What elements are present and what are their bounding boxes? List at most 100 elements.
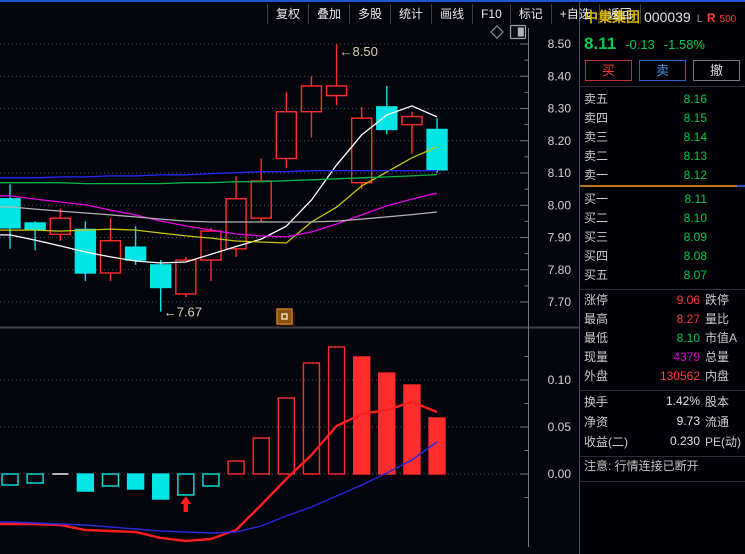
stat-value: 8.27 <box>676 311 700 326</box>
order-book-row[interactable]: 卖二 8.13 <box>584 146 741 165</box>
stat-row: 最低 8.10 市值A <box>584 328 741 347</box>
candle <box>250 158 272 222</box>
toolbar-button-overlay[interactable]: 叠加 <box>309 4 351 24</box>
candle <box>24 221 46 251</box>
candle <box>350 106 373 190</box>
cancel-order-button[interactable]: 撤 <box>693 60 740 81</box>
candle-body-up <box>49 217 71 235</box>
candle-body-down <box>24 222 46 231</box>
stat-row: 外盘 130562 内盘 <box>584 366 741 385</box>
y-axis-label: 0.05 <box>548 420 572 434</box>
order-level-price: 8.10 <box>683 210 707 225</box>
macd-bar <box>101 473 120 487</box>
trade-buttons: 买 卖 撤 <box>584 60 741 81</box>
order-book-row[interactable]: 买五 8.07 <box>584 265 741 284</box>
price-row: 8.11 -0.13 -1.58% <box>584 34 741 54</box>
candle <box>325 44 348 106</box>
sell-button[interactable]: 卖 <box>639 60 686 81</box>
last-price: 8.11 <box>584 34 617 53</box>
toolbar-button-add-watch[interactable]: +自选 <box>552 4 600 24</box>
order-book-row[interactable]: 买三 8.09 <box>584 227 741 246</box>
order-level-price: 8.16 <box>683 91 707 106</box>
candle-body-up <box>225 198 247 250</box>
up-arrow-marker <box>180 496 192 512</box>
indicator-tool-icon-inner <box>281 313 288 320</box>
stat-label-2: 总量 <box>705 350 730 364</box>
order-book-row[interactable]: 卖三 8.14 <box>584 127 741 146</box>
candle <box>300 76 323 138</box>
stock-chart-canvas[interactable]: ←8.50 ←7.67 8.50 8.40 8.30 8.20 8.10 8.00 7.90 7.… <box>0 0 579 554</box>
order-level-price: 8.13 <box>683 148 707 163</box>
order-level-label: 卖二 <box>584 149 609 163</box>
macd-bar <box>327 346 346 475</box>
stat-label-2: 量比 <box>705 312 730 326</box>
stat-value: 4379 <box>673 349 700 364</box>
y-axis-label: 7.70 <box>548 295 572 309</box>
toolbar-button-f10[interactable]: F10 <box>473 4 511 24</box>
stat-value: 0.230 <box>669 434 700 448</box>
stat-label: 换手 <box>584 394 609 409</box>
stat-value: 1.42% <box>665 394 700 408</box>
panel-divider <box>580 289 745 290</box>
order-book-row[interactable]: 卖五 8.16 <box>584 89 741 108</box>
toolbar-button-fuquan[interactable]: 复权 <box>267 4 310 24</box>
ma-line-green <box>0 173 438 185</box>
candle <box>401 111 423 154</box>
order-book-row[interactable]: 买一 8.11 <box>584 189 741 208</box>
candle-body-down <box>376 106 398 131</box>
toolbar-button-back[interactable]: 返回 <box>600 4 641 24</box>
buy-button[interactable]: 买 <box>585 60 632 81</box>
y-axis-label: 8.10 <box>548 166 572 180</box>
order-level-label: 买五 <box>584 268 609 282</box>
candle-body-down <box>426 128 448 171</box>
order-book-row[interactable]: 买二 8.10 <box>584 208 741 227</box>
stat-label: 最高 <box>584 312 609 326</box>
order-level-price: 8.09 <box>683 229 707 244</box>
candle-body-up <box>300 85 323 113</box>
y-axis-label: 7.90 <box>548 231 572 245</box>
panel-divider <box>580 390 745 391</box>
order-level-label: 卖五 <box>584 92 609 106</box>
stat-row: 现量 4379 总量 <box>584 347 741 366</box>
ma-line-white <box>0 105 438 264</box>
order-book-row[interactable]: 卖四 8.15 <box>584 108 741 127</box>
price-change-pct: -1.58% <box>663 37 705 52</box>
candle-body-up <box>275 111 298 160</box>
macd-bar <box>378 372 396 475</box>
toolbar-button-drawline[interactable]: 画线 <box>432 4 474 24</box>
macd-bar <box>152 473 170 500</box>
flag-r: R <box>706 11 716 25</box>
price-annotation: ←7.67 <box>164 305 202 320</box>
candle-body-down <box>150 264 172 289</box>
candle <box>0 184 21 249</box>
indicator-tool-icon[interactable] <box>276 308 293 325</box>
macd-bar <box>227 460 245 475</box>
stat-value: 130562 <box>659 368 700 383</box>
window-top-accent <box>0 0 745 2</box>
stat-row: 收益(二) 0.230 PE(动) <box>584 431 741 451</box>
diamond-marker-icon[interactable] <box>490 25 504 39</box>
candle <box>49 208 71 241</box>
candle <box>426 118 448 173</box>
y-axis-label: 8.50 <box>548 37 572 51</box>
candle-body-up <box>350 117 373 184</box>
toolbar-button-stats[interactable]: 统计 <box>391 4 433 24</box>
stat-label: 净资 <box>584 414 609 429</box>
order-level-price: 8.12 <box>683 167 707 182</box>
candle-body-up <box>175 259 197 295</box>
order-book-row[interactable]: 买四 8.08 <box>584 246 741 265</box>
toolbar-button-multi[interactable]: 多股 <box>350 4 392 24</box>
order-level-label: 买三 <box>584 230 609 244</box>
dea-line <box>0 400 438 543</box>
order-book-row[interactable]: 卖一 8.12 <box>584 165 741 184</box>
stat-label-2: 跌停 <box>705 293 730 307</box>
macd-bar <box>126 473 145 490</box>
y-axis-label: 8.20 <box>548 134 572 148</box>
stat-label-2: PE(动) <box>705 434 741 449</box>
y-axis-label: 8.40 <box>548 69 572 83</box>
candle <box>124 226 147 265</box>
order-level-label: 卖一 <box>584 168 609 182</box>
toolbar-button-mark[interactable]: 标记 <box>511 4 552 24</box>
candle-body-up <box>250 180 272 219</box>
panel-divider <box>580 481 745 482</box>
